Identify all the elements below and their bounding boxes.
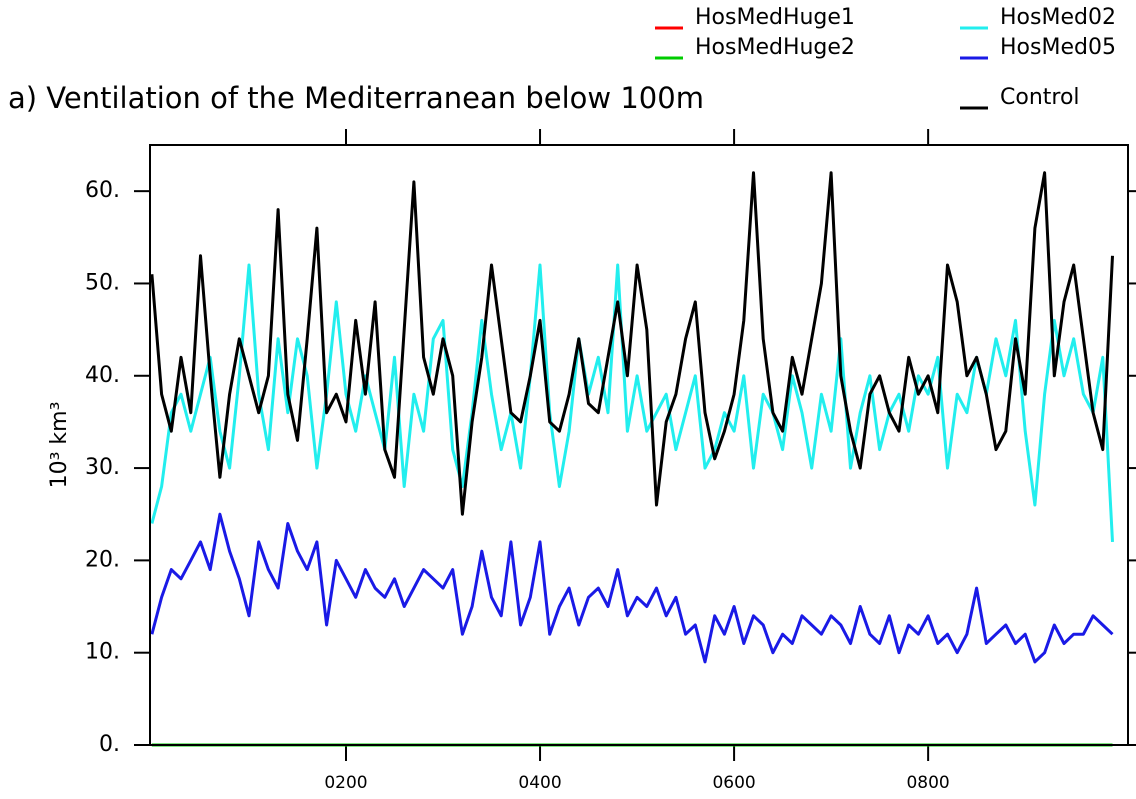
series-line [150,171,1114,516]
series-line [150,263,1114,542]
y-tick-label: 60. [85,178,120,203]
y-tick-label: 40. [85,363,120,388]
legend-label: HosMedHuge1 [695,5,855,30]
x-tick-label: 0600 [712,773,755,793]
chart-title: a) Ventilation of the Mediterranean belo… [8,81,704,115]
y-tick-label: 20. [85,547,120,572]
x-tick-label: 0200 [324,773,367,793]
y-tick-label: 30. [85,455,120,480]
x-tick-label: 0800 [906,773,949,793]
legend-label: HosMedHuge2 [695,35,855,60]
legend-label: HosMed05 [1000,35,1116,60]
x-tick-label: 0400 [518,773,561,793]
y-tick-label: 10. [85,640,120,665]
series-line [150,512,1114,664]
legend-label: HosMed02 [1000,5,1116,30]
y-axis-label: 10³ km³ [47,402,72,489]
y-tick-label: 50. [85,270,120,295]
legend-label: Control [1000,85,1080,110]
plot-frame [149,144,1129,746]
y-tick-label: 0. [99,732,120,757]
